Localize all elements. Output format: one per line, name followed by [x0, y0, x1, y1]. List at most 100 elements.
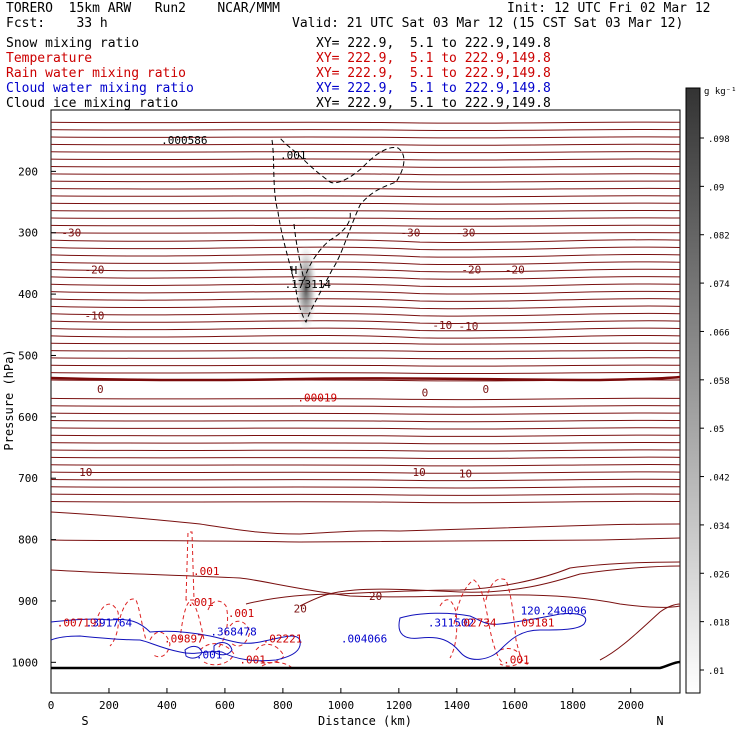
colorbar-tick-label: .074 [708, 280, 730, 290]
isotherm-594 [50, 412, 681, 415]
isotherm-label: 10 [79, 466, 92, 479]
isotherm-456 [50, 327, 681, 332]
isotherm-618 [50, 427, 681, 430]
isotherm-label: -20 [461, 264, 481, 277]
isotherm-420 [50, 305, 681, 310]
x-tick-label-800: 800 [273, 699, 293, 712]
cloud-ice-contour [271, 137, 405, 323]
y-tick-label-800: 800 [18, 534, 38, 547]
isotherm-label: 0 [422, 386, 429, 399]
y-tick-label-500: 500 [18, 349, 38, 362]
isotherm-606 [50, 419, 681, 423]
isotherm-low-1 [50, 511, 681, 535]
snow-max-marker: H [291, 264, 298, 277]
isotherm-120 [50, 121, 681, 124]
isotherm-label: -10 [458, 320, 478, 333]
surface-line [51, 660, 681, 670]
contour-annotation: .007191 [57, 617, 103, 630]
x-tick-label-1000: 1000 [328, 699, 355, 712]
isotherm-252 [50, 202, 681, 205]
isotherm-156 [50, 143, 681, 146]
isotherm-240 [50, 195, 681, 198]
contour-annotation: .09897 [164, 633, 204, 646]
isotherm-336 [50, 253, 681, 258]
x-axis-title: Distance (km) [318, 714, 412, 728]
isotherm-low-4 [299, 565, 681, 607]
isotherm-label: 10 [459, 467, 472, 480]
contour-annotation: .001 [228, 607, 255, 620]
isotherm-372 [50, 276, 681, 280]
colorbar-tick-label: .018 [708, 619, 730, 629]
isotherm-312 [50, 239, 681, 244]
y-tick-label-1000: 1000 [12, 656, 39, 669]
isotherm-label: 20 [294, 602, 307, 615]
contour-annotation: 120.249096 [521, 604, 587, 617]
colorbar-tick-label: .082 [708, 232, 730, 242]
colorbar-tick-label: .05 [708, 425, 724, 435]
y-tick-label-300: 300 [18, 227, 38, 240]
contour-annotation: .391764 [86, 617, 133, 630]
isotherm-324 [50, 246, 681, 251]
legend-label-snow: Snow mixing ratio [6, 36, 140, 51]
x-axis: 0 200 400 600 800 1000 1200 1400 1600 1800 2000 [48, 688, 644, 712]
isotherm-666 [50, 456, 681, 460]
isotherm-label: -30 [61, 227, 81, 240]
isotherm-144 [50, 136, 681, 139]
isotherm-label: -30 [456, 227, 476, 240]
isotherm-468 [50, 334, 681, 339]
isotherm-480 [50, 342, 681, 345]
isotherm-504 [50, 357, 681, 360]
isotherm-132 [50, 128, 681, 132]
isotherm-192 [50, 165, 681, 168]
legend-xy-snow: XY= 222.9, 5.1 to 222.9,149.8 [316, 36, 551, 51]
isotherm-264 [50, 209, 681, 213]
contour-annotation: .368478 [210, 625, 256, 638]
x-tick-label-1200: 1200 [386, 699, 413, 712]
isotherm-168 [50, 151, 681, 154]
snow-max-value: .173114 [285, 278, 332, 291]
x-tick-label-200: 200 [99, 699, 119, 712]
contour-annotation: .001 [239, 654, 266, 667]
legend-xy-cloud-ice: XY= 222.9, 5.1 to 222.9,149.8 [316, 96, 551, 111]
contour-annotation: .001 [503, 654, 530, 667]
isotherm-low-2 [50, 537, 681, 543]
contour-labels: -30 -30 -30 -20 -20 -20 -10 -10 -10 0 0 0 10 10 10 20 20… [57, 134, 587, 667]
y-tick-label-200: 200 [18, 165, 38, 178]
isotherm-516 [50, 364, 681, 367]
isotherm-408 [50, 298, 681, 302]
isotherm-654 [50, 449, 681, 452]
y-tick-label-600: 600 [18, 411, 38, 424]
isotherm-738 [50, 500, 681, 504]
legend-label-temperature: Temperature [6, 51, 93, 66]
isotherm-surface-right-2 [599, 603, 681, 661]
isotherm-582 [50, 405, 681, 408]
model-title: TORERO 15km ARW Run2 NCAR/MMM [6, 1, 280, 16]
isotherm-570 [50, 397, 681, 401]
valid-time: Valid: 21 UTC Sat 03 Mar 12 (15 CST Sat … [292, 16, 684, 31]
x-tick-label-400: 400 [157, 699, 177, 712]
isotherm-300 [50, 232, 681, 235]
isotherm-label: -30 [400, 227, 420, 240]
isotherm-288 [50, 224, 681, 227]
y-tick-label-400: 400 [18, 288, 38, 301]
isotherm-276 [50, 217, 681, 220]
x-tick-label-2000: 2000 [617, 699, 644, 712]
contour-annotation: .09181 [515, 617, 555, 630]
x-axis-left-end-label: S [81, 714, 88, 728]
cloud-ice-inner-contour [293, 211, 351, 281]
x-tick-label-0: 0 [48, 699, 55, 712]
colorbar [685, 87, 701, 694]
isotherm-396 [50, 290, 681, 295]
isotherm-label: -10 [432, 319, 452, 332]
plot-frame [50, 109, 681, 694]
init-time: Init: 12 UTC Fri 02 Mar 12 [507, 1, 711, 16]
isotherm-216 [50, 180, 681, 183]
isotherm-label: 0 [482, 383, 489, 396]
colorbar-tick-label: .098 [708, 135, 730, 145]
colorbar-tick-label: .034 [708, 522, 730, 532]
contour-annotation: .001 [187, 596, 214, 609]
isotherm-180 [50, 158, 681, 161]
contour-annotation: .001 [280, 149, 307, 162]
isotherm-444 [50, 320, 681, 325]
